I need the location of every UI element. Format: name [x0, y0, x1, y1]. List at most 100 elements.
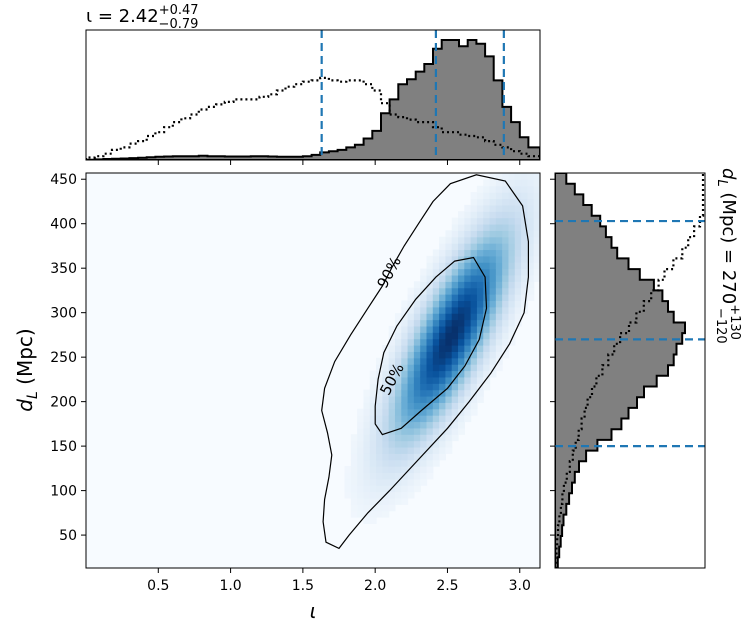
heatmap-cell — [413, 281, 421, 289]
heatmap-cell — [508, 274, 516, 282]
heatmap-cell — [376, 421, 383, 429]
heatmap-cell — [451, 287, 459, 295]
heatmap-cell — [489, 287, 497, 295]
heatmap-cell — [413, 395, 421, 403]
heatmap-cell — [470, 287, 478, 295]
heatmap-cell — [432, 300, 440, 308]
heatmap-cell — [369, 491, 377, 499]
top-axis-ticks — [157, 160, 521, 165]
heatmap-cell — [413, 459, 421, 467]
heatmap-cell — [413, 466, 421, 474]
heatmap-cell — [426, 466, 434, 474]
heatmap-cell — [495, 338, 503, 346]
x-tick-label: 1.5 — [292, 578, 314, 594]
heatmap-cell — [369, 466, 377, 474]
heatmap-cell — [369, 485, 377, 493]
heatmap-cell — [476, 370, 484, 378]
heatmap-cell — [470, 198, 478, 206]
heatmap-cell — [445, 255, 453, 263]
heatmap-cell — [420, 402, 428, 410]
heatmap-cell — [495, 211, 503, 219]
heatmap-cell — [445, 395, 453, 403]
heatmap-cell — [369, 472, 377, 480]
main-panel: 0.5 1.0 1.5 2.0 2.5 3.0 50 100 150 200 250 300 350 40… — [50, 172, 541, 594]
heatmap-cell — [420, 376, 428, 384]
heatmap-cell — [407, 389, 415, 397]
heatmap-cell — [451, 243, 459, 251]
contour-lines — [321, 174, 529, 550]
heatmap-cell — [401, 491, 409, 499]
heatmap-cell — [401, 370, 409, 378]
heatmap-cell — [458, 421, 465, 429]
heatmap-cell — [432, 357, 440, 365]
heatmap-cell — [451, 255, 459, 263]
heatmap-cell — [388, 370, 396, 378]
heatmap-cell — [470, 332, 478, 340]
heatmap-cell — [495, 294, 503, 302]
heatmap-cell — [476, 325, 484, 333]
heatmap-cell — [407, 478, 415, 486]
heatmap-cell — [445, 402, 453, 410]
heatmap-cell — [521, 173, 528, 180]
heatmap-cell — [426, 402, 434, 410]
heatmap-cell — [514, 255, 522, 263]
heatmap-cell — [489, 274, 497, 282]
heatmap-cell — [439, 357, 447, 365]
heatmap-cell — [451, 434, 459, 442]
heatmap-cell — [439, 446, 447, 454]
heatmap-cell — [533, 268, 540, 276]
heatmap-cell — [388, 421, 396, 429]
heatmap-cell — [502, 173, 510, 180]
heatmap-cell — [502, 294, 510, 302]
heatmap-cell — [407, 427, 415, 435]
heatmap-cell — [401, 497, 409, 505]
heatmap-cell — [483, 217, 491, 225]
heatmap-cell — [502, 287, 510, 295]
heatmap-cell — [344, 472, 352, 480]
heatmap-cell — [533, 262, 540, 270]
heatmap-cell — [533, 249, 540, 257]
heatmap-cell — [401, 453, 409, 461]
heatmap-cell — [527, 230, 535, 238]
right-panel-title: dL (Mpc) = 270+130−120 — [713, 168, 742, 344]
heatmap-cell — [458, 319, 465, 327]
heatmap-cell — [401, 415, 409, 423]
heatmap-cell — [413, 364, 421, 372]
heatmap-cell — [464, 364, 472, 372]
heatmap-cell — [401, 345, 409, 352]
heatmap-cell — [382, 453, 390, 461]
heatmap-cell — [394, 357, 402, 365]
heatmap-cell — [451, 249, 459, 257]
heatmap-cell — [521, 243, 528, 251]
y-tick-label: 450 — [50, 172, 77, 188]
heatmap-cell — [533, 198, 540, 206]
heatmap-cell — [445, 357, 453, 365]
heatmap-cell — [420, 345, 428, 352]
heatmap-cell — [464, 389, 472, 397]
heatmap-cell — [514, 281, 522, 289]
heatmap-cell — [432, 262, 440, 270]
heatmap-cell — [483, 383, 491, 391]
heatmap-cell — [394, 491, 402, 499]
heatmap-cell — [495, 319, 503, 327]
heatmap-cell — [476, 287, 484, 295]
heatmap-cell — [420, 383, 428, 391]
heatmap-cell — [432, 421, 440, 429]
heatmap-cell — [495, 268, 503, 276]
heatmap-cell — [489, 236, 497, 244]
heatmap-cell — [426, 434, 434, 442]
heatmap-cell — [413, 478, 421, 486]
heatmap-cell — [432, 376, 440, 384]
heatmap-cell — [451, 306, 459, 314]
heatmap-cell — [464, 204, 472, 212]
heatmap-cell — [502, 313, 510, 321]
heatmap-cell — [458, 262, 465, 270]
heatmap-cell — [420, 370, 428, 378]
heatmap-cell — [464, 376, 472, 384]
heatmap-cell — [445, 306, 453, 314]
heatmap-cell — [489, 179, 497, 187]
heatmap-cell — [426, 268, 434, 276]
heatmap-cell — [382, 440, 390, 448]
heatmap-cell — [432, 427, 440, 435]
heatmap-cell — [451, 230, 459, 238]
